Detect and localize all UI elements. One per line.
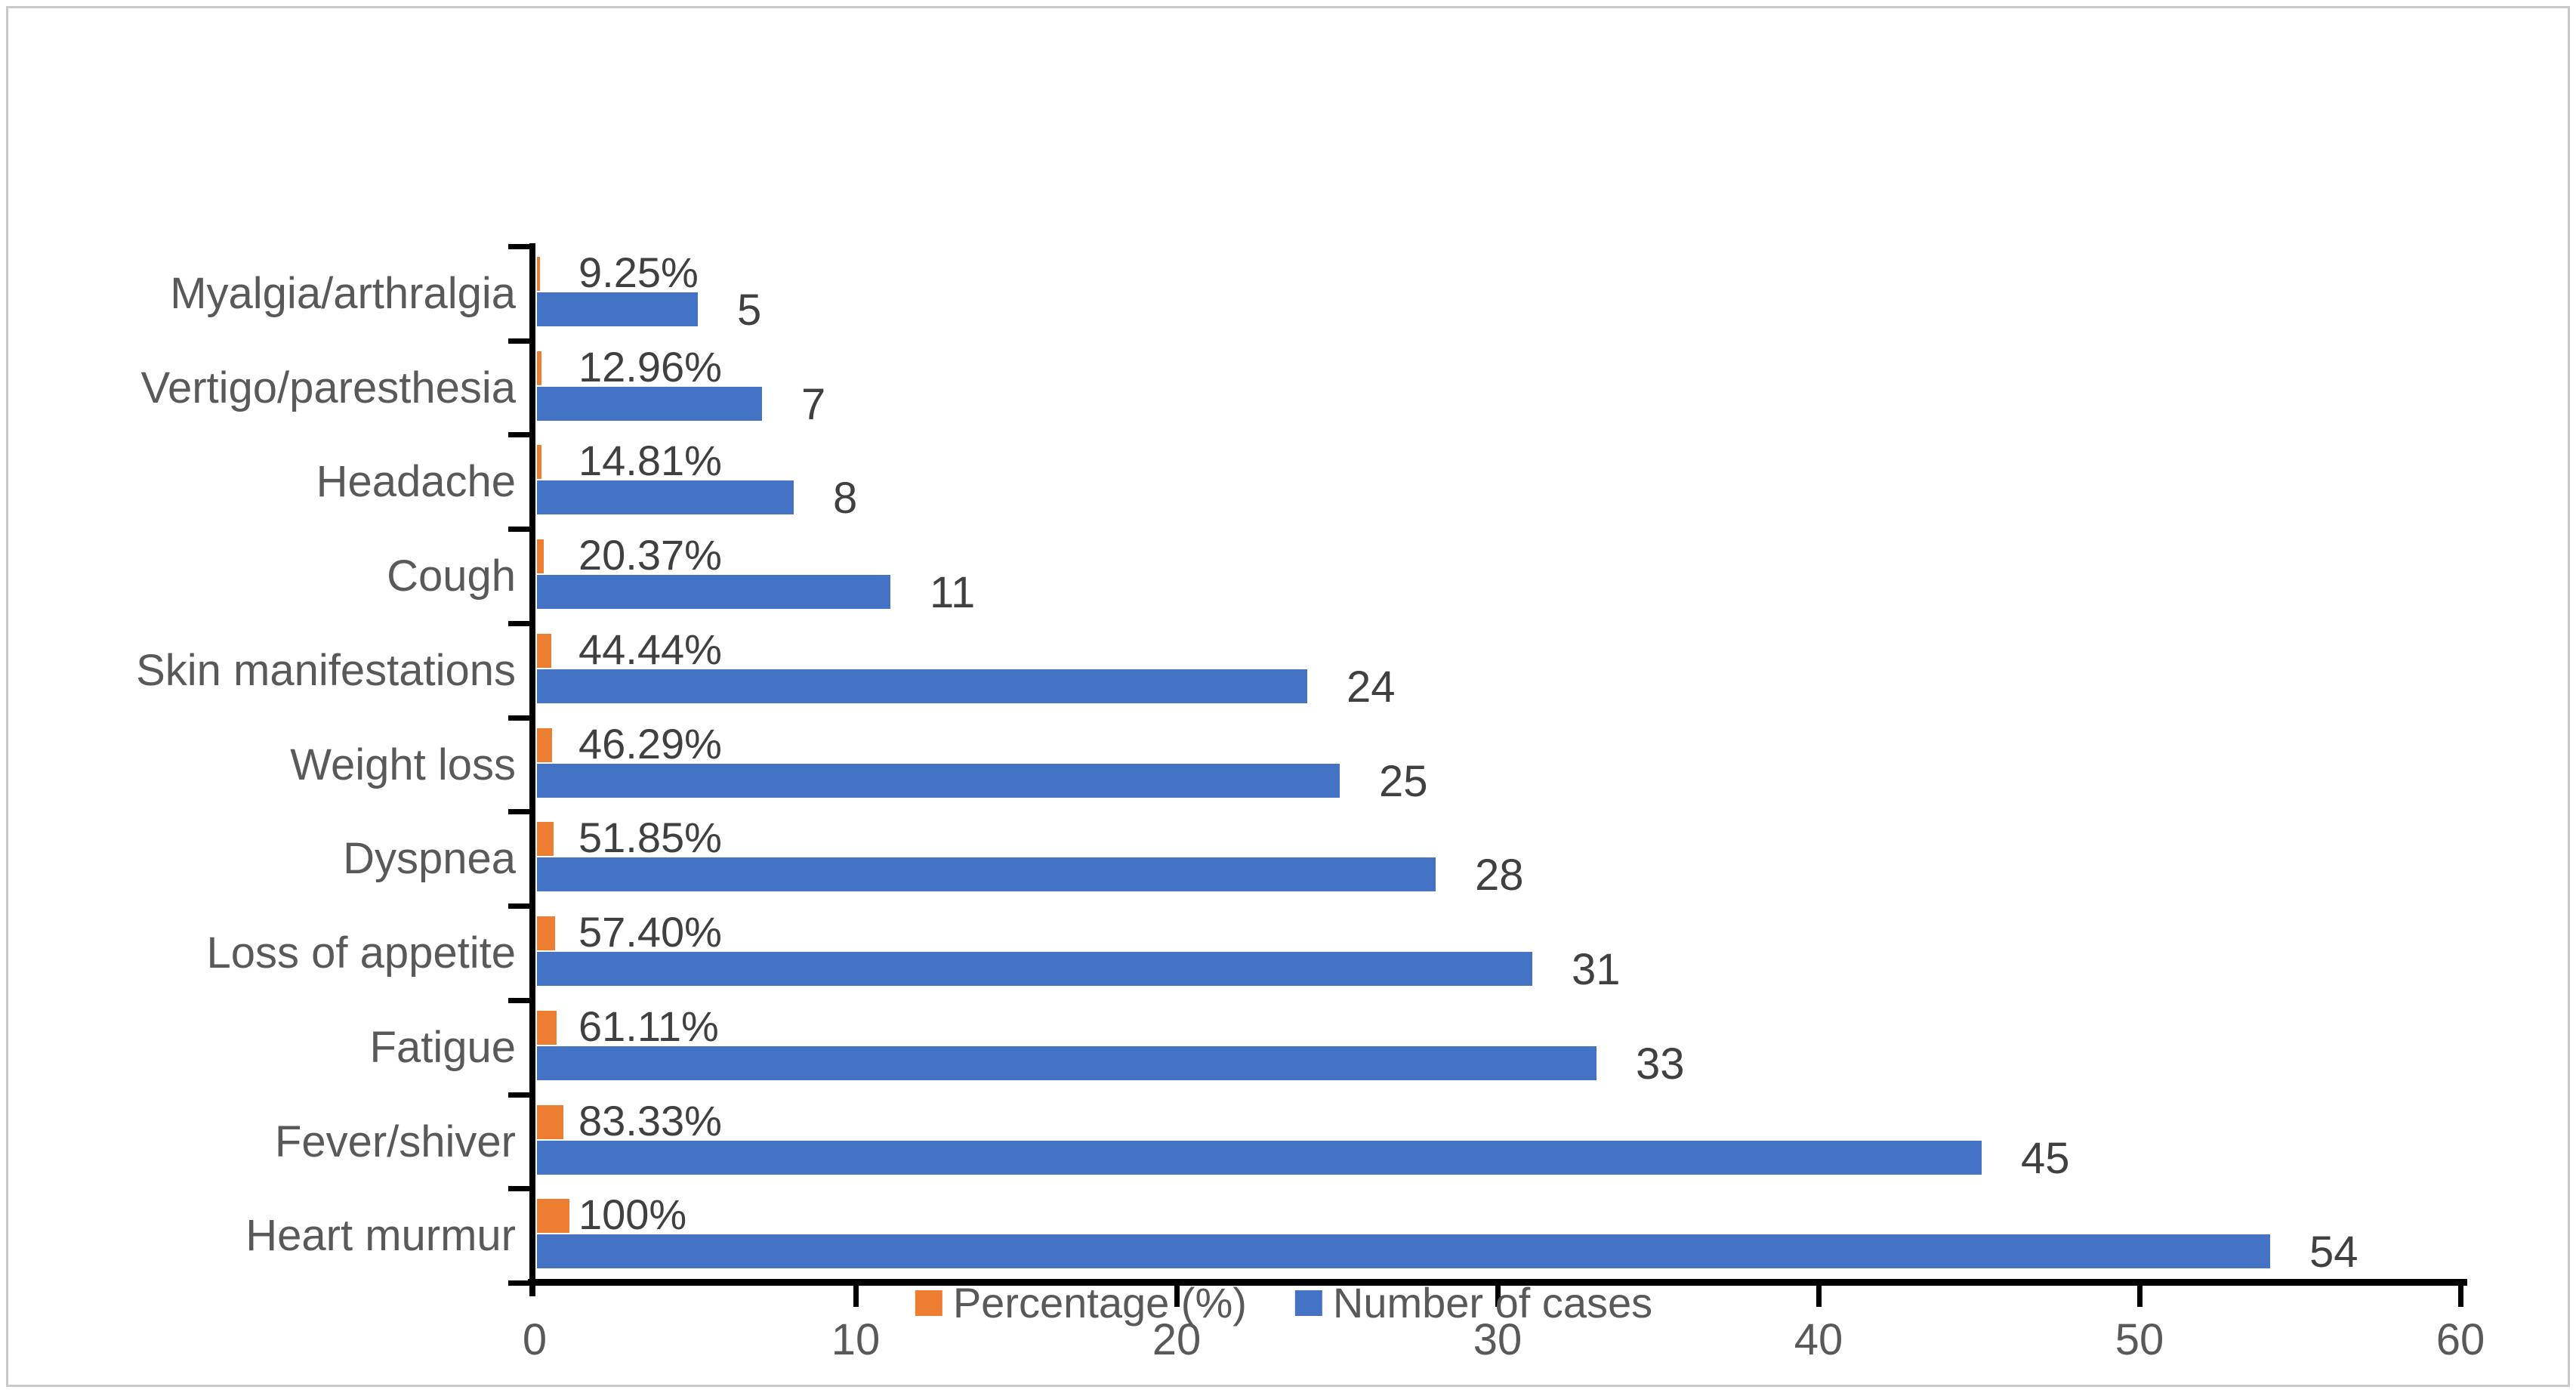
percentage-bar [537,445,541,479]
x-axis-tick-label: 60 [2436,1315,2485,1364]
legend-swatch-percentage [915,1290,942,1316]
cases-bar [537,1046,1597,1080]
percentage-bar [537,1011,557,1045]
legend-item-cases: Number of cases [1294,1278,1653,1327]
cases-data-label: 31 [1572,945,1621,994]
y-axis-tick [508,432,529,437]
cases-bar [537,575,890,609]
y-axis-tick [508,715,529,721]
x-axis-tick-label: 50 [2115,1315,2164,1364]
category-label: Skin manifestations [136,646,516,695]
percentage-data-label: 20.37% [578,531,722,579]
cases-bar [537,387,762,421]
percentage-data-label: 46.29% [578,720,722,768]
cases-data-label: 33 [1636,1039,1685,1089]
percentage-data-label: 9.25% [578,249,699,296]
cases-data-label: 24 [1347,663,1396,712]
legend-label-cases: Number of cases [1332,1279,1653,1327]
cases-data-label: 25 [1379,757,1428,806]
y-axis-tick [508,338,529,344]
legend-item-percentage: Percentage (%) [915,1278,1247,1327]
category-label: Weight loss [290,740,516,789]
percentage-bar [537,916,555,950]
y-axis-tick [508,244,529,249]
category-label: Cough [387,551,516,601]
percentage-bar [537,1105,563,1139]
percentage-bar [537,822,554,856]
percentage-bar [537,634,551,668]
percentage-bar [537,1199,569,1233]
percentage-bar [537,539,544,573]
y-axis-tick [508,1280,529,1286]
cases-bar [537,764,1340,798]
x-axis-tick-label: 0 [522,1315,548,1364]
percentage-data-label: 12.96% [578,343,722,391]
category-label: Myalgia/arthralgia [170,269,516,318]
y-axis-tick [508,527,529,532]
x-axis-line [528,1279,2467,1286]
percentage-data-label: 100% [578,1191,687,1238]
cases-bar [537,1141,1982,1175]
category-label: Vertigo/paresthesia [140,363,516,412]
percentage-data-label: 51.85% [578,814,722,861]
cases-bar [537,292,698,326]
percentage-bar [537,728,552,762]
x-axis-tick-label: 40 [1794,1315,1843,1364]
percentage-data-label: 61.11% [578,1002,719,1050]
chart-frame [6,6,2570,1387]
x-axis-tick [1174,1286,1180,1307]
cases-data-label: 28 [1475,851,1524,900]
y-axis-tick [508,621,529,626]
x-axis-tick [2458,1286,2463,1307]
cases-bar [537,952,1532,986]
legend: Percentage (%) Number of cases [915,1278,1652,1327]
cases-bar [537,669,1307,703]
cases-data-label: 54 [2309,1228,2359,1277]
x-axis-tick [1816,1286,1822,1307]
cases-data-label: 5 [737,286,762,335]
category-label: Fever/shiver [274,1117,516,1166]
cases-bar [537,1234,2270,1268]
y-axis-tick [508,809,529,814]
cases-bar [537,480,794,514]
percentage-data-label: 83.33% [578,1097,722,1144]
x-axis-tick [1495,1286,1501,1307]
legend-label-percentage: Percentage (%) [952,1279,1247,1327]
cases-data-label: 11 [930,568,976,617]
category-label: Loss of appetite [206,928,516,978]
percentage-data-label: 44.44% [578,625,722,673]
percentage-bar [537,257,540,291]
percentage-data-label: 57.40% [578,908,722,956]
x-axis-tick [2137,1286,2143,1307]
percentage-bar [537,351,541,385]
legend-swatch-cases [1294,1290,1322,1316]
y-axis-tick [508,998,529,1003]
category-label: Headache [316,457,516,506]
y-axis-tick [508,1092,529,1098]
x-axis-tick-label: 20 [1152,1315,1202,1364]
cases-bar [537,857,1436,891]
y-axis-line [529,243,535,1296]
percentage-data-label: 14.81% [578,437,722,484]
x-axis-tick-label: 30 [1473,1315,1522,1364]
cases-data-label: 7 [801,380,826,429]
category-label: Heart murmur [245,1211,516,1260]
x-axis-tick-label: 10 [831,1315,881,1364]
cases-data-label: 45 [2021,1134,2070,1183]
x-axis-tick [853,1286,859,1307]
category-label: Fatigue [369,1023,516,1072]
category-label: Dyspnea [343,834,516,883]
y-axis-tick [508,903,529,909]
cases-data-label: 8 [833,474,858,523]
y-axis-tick [508,1186,529,1191]
